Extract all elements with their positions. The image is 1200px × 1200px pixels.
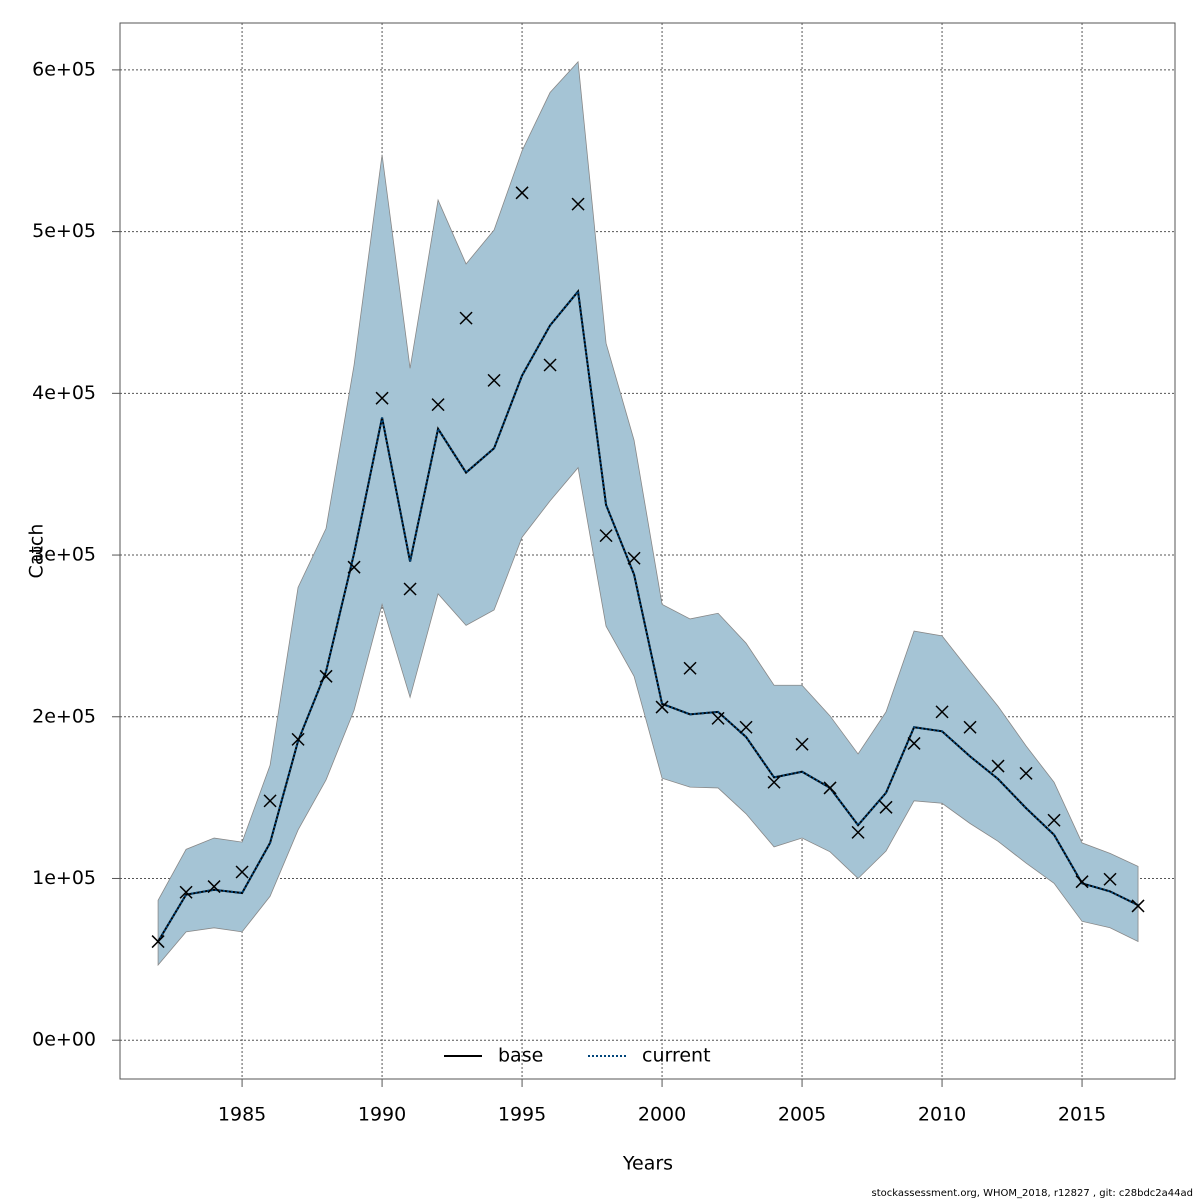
observed-point xyxy=(991,759,1005,773)
x-tick-label: 2000 xyxy=(638,1104,686,1126)
observed-point xyxy=(795,737,809,751)
observed-point xyxy=(1019,766,1033,780)
x-axis-label: Years xyxy=(622,1153,673,1175)
estimate-line-dots xyxy=(157,289,1139,943)
x-tick-label: 1990 xyxy=(358,1104,406,1126)
observed-point xyxy=(627,551,641,565)
x-tick-label: 1995 xyxy=(498,1104,546,1126)
y-tick-label: 5e+05 xyxy=(32,220,96,242)
observed-point xyxy=(515,186,529,200)
observed-point xyxy=(571,197,585,211)
y-axis-label: Catch xyxy=(26,524,48,579)
observed-point xyxy=(963,720,977,734)
observed-point xyxy=(767,775,781,789)
observed-point xyxy=(711,711,725,725)
observed-point xyxy=(319,669,333,683)
y-tick-label: 4e+05 xyxy=(32,382,96,404)
y-tick-label: 2e+05 xyxy=(32,705,96,727)
observed-point xyxy=(487,373,501,387)
observed-point xyxy=(235,865,249,879)
x-tick-label: 2010 xyxy=(918,1104,966,1126)
observed-point xyxy=(599,529,613,543)
observed-point xyxy=(431,398,445,412)
observed-point xyxy=(291,732,305,746)
confidence-band xyxy=(157,60,1139,967)
observed-point xyxy=(683,661,697,675)
plot-frame xyxy=(119,22,1176,1080)
y-tick-label: 3e+05 xyxy=(32,544,96,566)
observed-point xyxy=(1075,875,1089,889)
observed-point xyxy=(879,800,893,814)
observed-point xyxy=(851,825,865,839)
y-tick-label: 6e+05 xyxy=(32,58,96,80)
observed-point xyxy=(1131,899,1145,913)
observed-point xyxy=(823,781,837,795)
observed-point xyxy=(655,700,669,714)
observed-point xyxy=(1103,872,1117,886)
observed-point xyxy=(543,358,557,372)
y-tick-label: 0e+00 xyxy=(32,1029,96,1051)
x-tick-label: 1985 xyxy=(218,1104,266,1126)
observed-point xyxy=(179,885,193,899)
observed-point xyxy=(1047,813,1061,827)
observed-point xyxy=(907,736,921,750)
footer: stockassessment.org, WHOM_2018, r12827 ,… xyxy=(872,1188,1193,1199)
observed-point xyxy=(935,705,949,719)
legend-label: base xyxy=(498,1045,543,1067)
observed-point xyxy=(207,880,221,894)
legend-label: current xyxy=(642,1045,711,1067)
observed-point xyxy=(263,794,277,808)
x-tick-label: 2015 xyxy=(1058,1104,1106,1126)
observed-point xyxy=(403,582,417,596)
observed-point xyxy=(459,311,473,325)
observed-point xyxy=(151,935,165,949)
x-tick-label: 2005 xyxy=(778,1104,826,1126)
y-tick-label: 1e+05 xyxy=(32,867,96,889)
observed-point xyxy=(375,391,389,405)
observed-point xyxy=(347,560,361,574)
observed-point xyxy=(739,720,753,734)
